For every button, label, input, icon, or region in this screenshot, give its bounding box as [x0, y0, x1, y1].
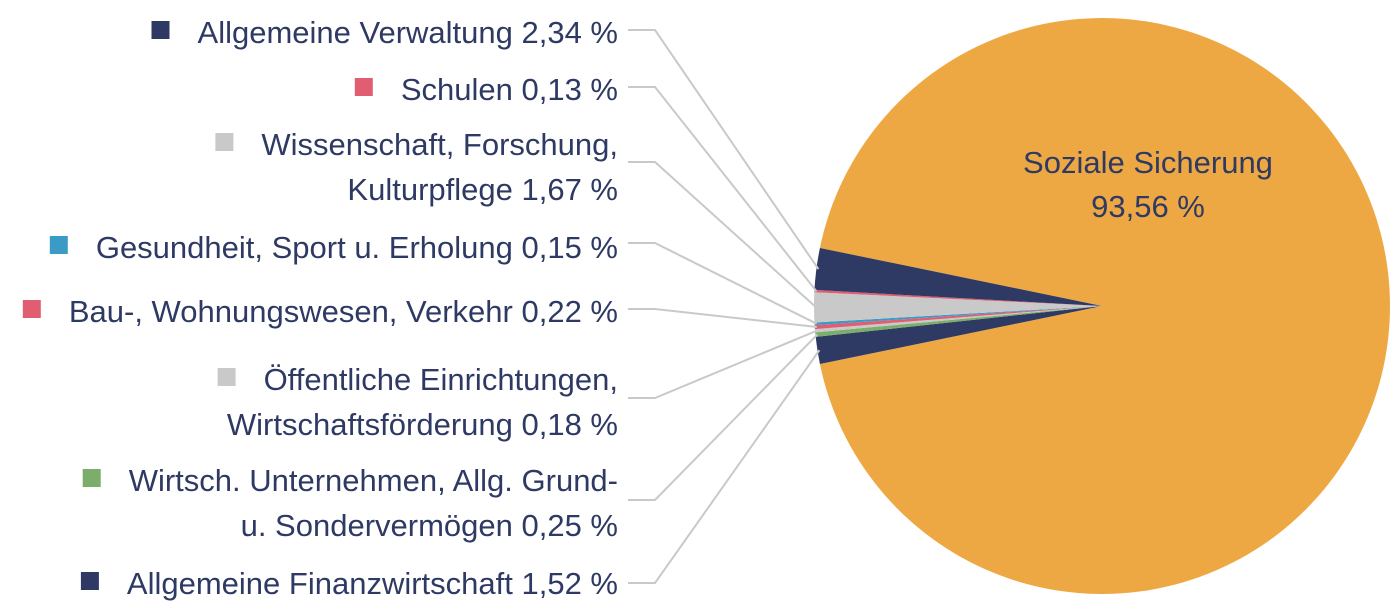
leader-line-allgemeine-finanzwirtschaft [628, 349, 821, 584]
slice-oeffentliche-einrichtungen-wirtschaftsfoerderung [814, 306, 1102, 333]
legend-swatch-oeffentliche-einrichtungen-wirtschaftsfoerderung [217, 368, 236, 386]
slice-soziale-sicherung [819, 17, 1391, 594]
leader-line-oeffentliche-einrichtungen-wirtschaftsfoerderung [628, 329, 818, 399]
slice-wirtsch-unternehmen-allg-grund-u-sondervermoegen [815, 306, 1102, 337]
legend-swatch-schulen [354, 78, 373, 96]
leader-line-schulen [628, 86, 818, 292]
legend-label-schulen: Schulen 0,13 % [401, 72, 618, 107]
legend-swatch-allgemeine-finanzwirtschaft [80, 572, 99, 590]
legend-labels: Allgemeine Verwaltung 2,34 % Schulen 0,13… [22, 15, 618, 601]
leader-line-bau-wohnungswesen-verkehr [628, 308, 817, 328]
legend-label-wissenschaft-forschung-kulturpflege-line-2: Kulturpflege 1,67 % [347, 172, 618, 207]
leader-line-wissenschaft-forschung-kulturpflege [628, 161, 817, 309]
legend-label-allgemeine-verwaltung: Allgemeine Verwaltung 2,34 % [198, 15, 618, 50]
slice-schulen [814, 289, 1102, 306]
slice-allgemeine-finanzwirtschaft [815, 306, 1102, 365]
legend-swatch-wirtsch-unternehmen-allg-grund-u-sondervermoegen [82, 469, 101, 487]
legend-label-allgemeine-finanzwirtschaft: Allgemeine Finanzwirtschaft 1,52 % [127, 566, 618, 601]
slice-allgemeine-verwaltung [814, 247, 1102, 306]
leader-line-gesundheit-sport-u-erholung [628, 242, 817, 325]
legend-swatch-gesundheit-sport-u-erholung [49, 236, 68, 254]
legend-label-oeffentliche-einrichtungen-wirtschaftsfoerderung-line-1: Öffentliche Einrichtungen, [264, 362, 618, 397]
slice-gesundheit-sport-u-erholung [814, 306, 1102, 326]
legend-label-wirtsch-unternehmen-allg-grund-u-sondervermoegen-line-1: Wirtsch. Unternehmen, Allg. Grund- [129, 463, 618, 498]
legend-swatch-wissenschaft-forschung-kulturpflege [215, 133, 234, 151]
legend-label-wirtsch-unternehmen-allg-grund-u-sondervermoegen-line-2: u. Sondervermögen 0,25 % [241, 508, 618, 543]
legend-label-wissenschaft-forschung-kulturpflege-line-1: Wissenschaft, Forschung, [261, 127, 618, 162]
slice-wissenschaft-forschung-kulturpflege [814, 292, 1102, 323]
pie-slices: Soziale Sicherung 93,56 % [814, 17, 1391, 594]
legend-label-oeffentliche-einrichtungen-wirtschaftsfoerderung-line-2: Wirtschaftsförderung 0,18 % [227, 407, 618, 442]
legend-label-gesundheit-sport-u-erholung: Gesundheit, Sport u. Erholung 0,15 % [96, 230, 618, 265]
leader-lines [628, 29, 821, 584]
slice-label-soziale-sicherung-value: 93,56 % [1091, 189, 1205, 224]
leader-line-allgemeine-verwaltung [628, 29, 820, 270]
slice-label-soziale-sicherung: Soziale Sicherung [1023, 145, 1273, 180]
legend-swatch-allgemeine-verwaltung [151, 21, 170, 39]
legend-label-bau-wohnungswesen-verkehr: Bau-, Wohnungswesen, Verkehr 0,22 % [69, 294, 618, 329]
leader-line-wirtsch-unternehmen-allg-grund-u-sondervermoegen [628, 333, 819, 501]
legend-swatch-bau-wohnungswesen-verkehr [22, 300, 41, 318]
slice-bau-wohnungswesen-verkehr [814, 306, 1102, 330]
